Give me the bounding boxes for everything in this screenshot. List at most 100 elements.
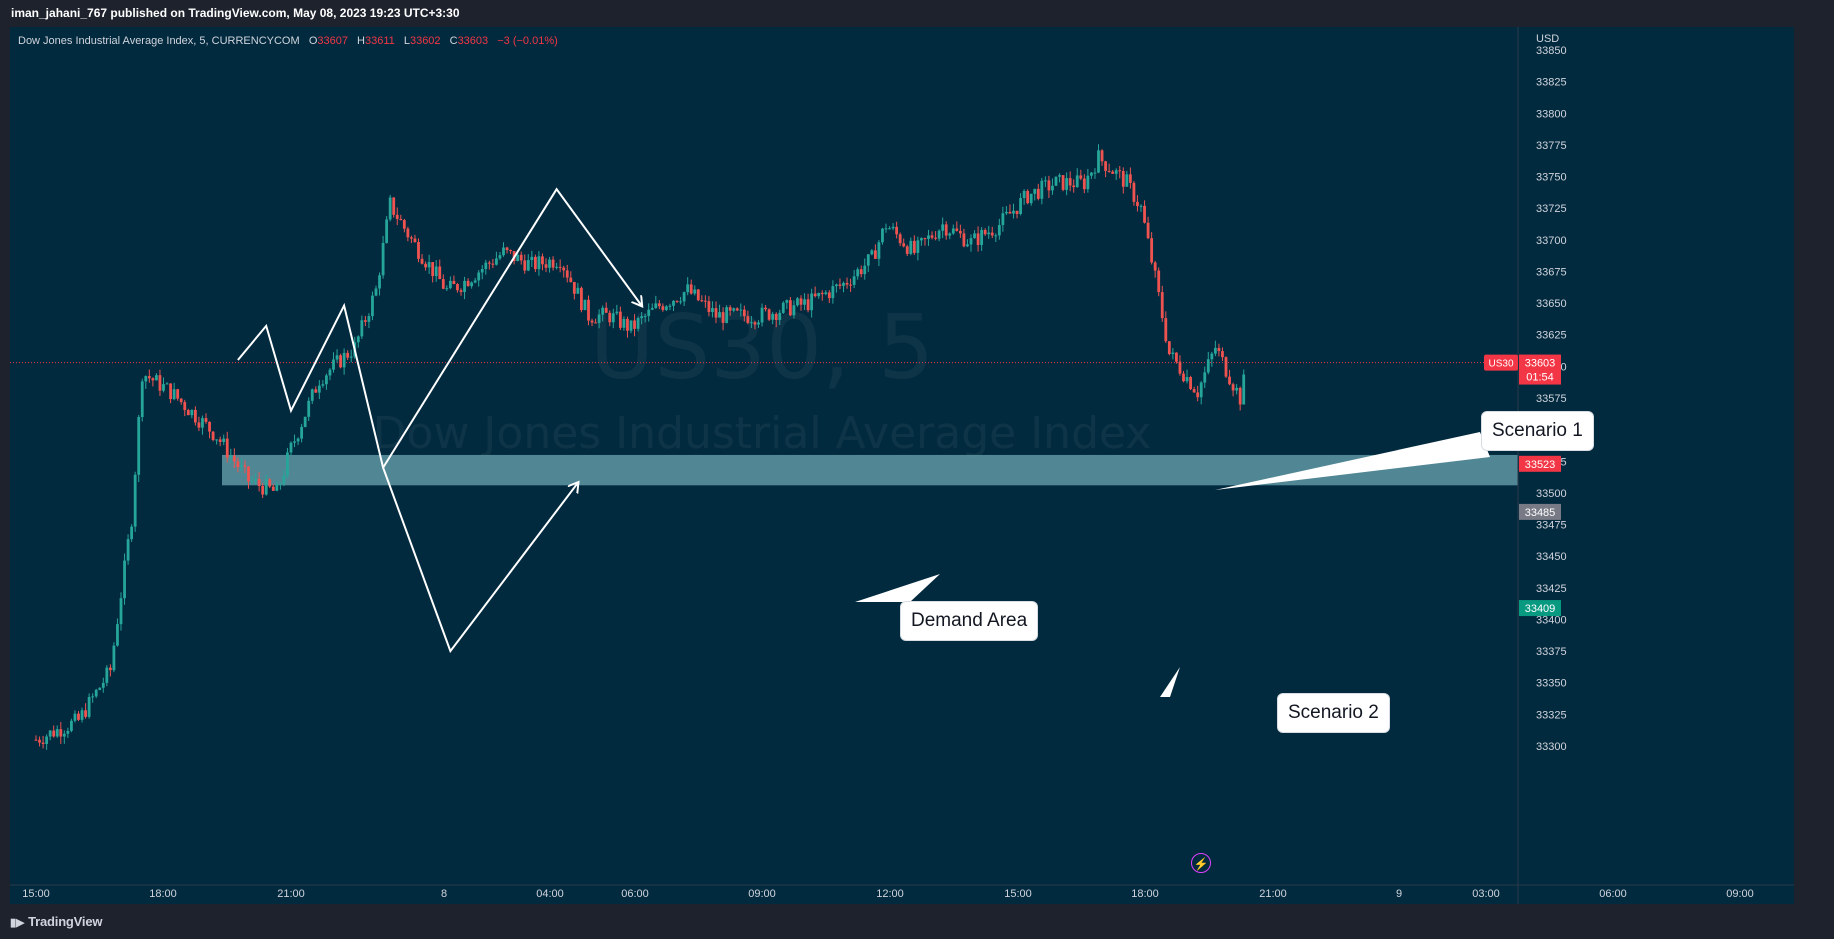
candle: [1005, 206, 1008, 216]
candle-body: [169, 383, 172, 400]
candle-body: [544, 264, 548, 268]
candle-body: [84, 710, 87, 717]
candle: [94, 688, 98, 699]
candle-body: [937, 230, 941, 239]
candle-body: [912, 240, 916, 253]
scenario-2-callout[interactable]: Scenario 2: [1278, 694, 1389, 732]
candle-body: [675, 300, 679, 302]
candle: [112, 642, 116, 673]
time-tick-label: 18:00: [1131, 888, 1159, 900]
candle-body: [934, 237, 937, 239]
candle: [59, 721, 63, 744]
candle: [728, 305, 732, 316]
candle-body: [211, 431, 215, 440]
candle-body: [760, 307, 764, 323]
candle: [186, 408, 190, 416]
price-tick-label: 33500: [1536, 488, 1567, 500]
candle-body: [537, 256, 541, 270]
candle-body: [509, 250, 512, 252]
candle: [441, 274, 445, 290]
candle-body: [533, 256, 537, 270]
candle-body: [1178, 361, 1182, 374]
tradingview-logo[interactable]: ▮▶ TradingView: [10, 914, 102, 929]
candle: [388, 194, 392, 222]
candle-body: [930, 235, 934, 238]
candle: [1206, 351, 1210, 375]
candle-body: [636, 318, 640, 329]
candle: [1224, 356, 1228, 378]
candle-body: [764, 307, 767, 310]
candle: [608, 310, 612, 327]
candle: [225, 431, 229, 463]
candle-body: [307, 400, 311, 417]
chart-svg[interactable]: US30, 5 Dow Jones Industrial Average Ind…: [10, 27, 1794, 904]
price-tag[interactable]: [1519, 600, 1561, 617]
candle: [1171, 348, 1175, 360]
lightning-icon[interactable]: ⚡: [1191, 853, 1211, 873]
candle: [413, 234, 417, 243]
last-price-tag[interactable]: [1519, 354, 1561, 385]
candle: [1068, 171, 1072, 192]
candle-body: [385, 219, 389, 243]
candle: [314, 386, 318, 393]
candle: [955, 221, 959, 232]
legend-open-value: 33607: [317, 35, 348, 47]
candle-body: [484, 262, 488, 269]
price-tag[interactable]: [1519, 503, 1561, 520]
candle-body: [689, 284, 693, 294]
candle: [452, 275, 456, 285]
candle: [463, 276, 466, 300]
candle: [831, 280, 835, 304]
candle-body: [1029, 193, 1033, 204]
candle: [1136, 195, 1139, 212]
symbol-price-tag[interactable]: [1484, 354, 1518, 371]
candle: [367, 313, 371, 329]
candle: [1128, 167, 1132, 189]
demand-zone[interactable]: [222, 454, 1522, 486]
time-tick-label: 15:00: [1004, 888, 1032, 900]
demand-area-callout[interactable]: Demand Area: [901, 602, 1038, 640]
price-tick-label: 33675: [1536, 266, 1567, 278]
candle: [796, 297, 799, 307]
candle-body: [108, 667, 112, 671]
candle-body: [399, 218, 403, 221]
candle-body: [1079, 175, 1083, 179]
scenario-2-path[interactable]: [237, 302, 578, 654]
candle-body: [1043, 180, 1047, 182]
candle-body: [866, 254, 870, 266]
candle-body: [431, 262, 435, 277]
candle: [123, 553, 126, 605]
candle-body: [721, 312, 725, 323]
candle: [378, 272, 381, 296]
candle: [1061, 175, 1065, 192]
candle: [682, 291, 686, 306]
candle-body: [1047, 180, 1051, 191]
chart-area[interactable]: US30, 5 Dow Jones Industrial Average Ind…: [10, 27, 1794, 904]
candle-body: [541, 256, 544, 265]
candle: [541, 253, 544, 271]
price-tag[interactable]: [1519, 455, 1561, 472]
candle-body: [661, 306, 665, 310]
candle: [381, 235, 385, 279]
candle-body: [144, 376, 148, 382]
candle-body: [654, 303, 658, 309]
candle-body: [696, 289, 700, 301]
candle-body: [852, 276, 856, 285]
candle: [296, 437, 300, 446]
candle-body: [1238, 387, 1242, 405]
scenario-1-path[interactable]: [382, 187, 641, 469]
candle: [1199, 381, 1203, 405]
candle: [976, 226, 980, 252]
candle: [402, 218, 406, 233]
candle: [317, 380, 321, 400]
candle-body: [275, 484, 279, 491]
candle-body: [190, 409, 194, 416]
last-price-value: 33603: [1525, 358, 1556, 370]
candle: [565, 264, 569, 283]
candle: [116, 618, 119, 647]
candle: [1121, 167, 1125, 194]
candle: [711, 301, 714, 318]
legend-low-value: 33602: [409, 35, 441, 47]
candle: [108, 664, 112, 677]
scenario-1-callout[interactable]: Scenario 1: [1482, 412, 1593, 450]
